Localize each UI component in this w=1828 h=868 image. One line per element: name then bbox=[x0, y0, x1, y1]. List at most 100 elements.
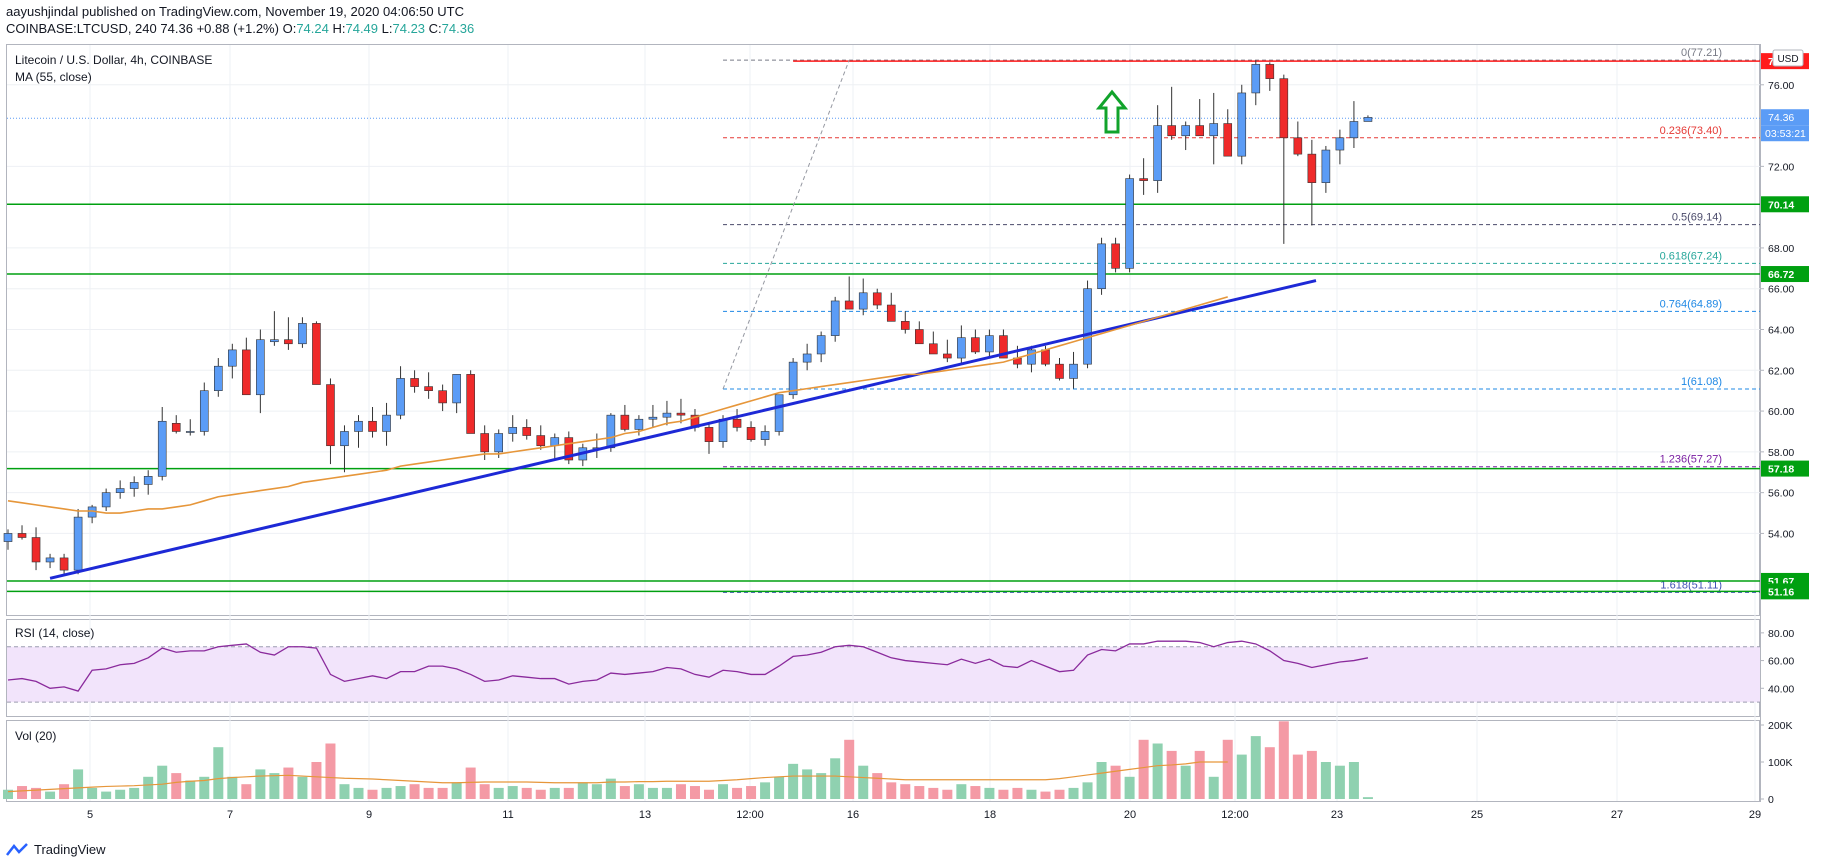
candle-body bbox=[971, 337, 980, 353]
candle-body bbox=[999, 335, 1008, 359]
x-tick-label: 12:00 bbox=[736, 809, 764, 821]
volume-bar bbox=[493, 787, 504, 799]
candle-body bbox=[1307, 153, 1317, 183]
volume-bar bbox=[87, 787, 98, 799]
candle-body bbox=[1237, 92, 1247, 157]
candle-body bbox=[157, 420, 167, 477]
volume-bar bbox=[437, 787, 448, 799]
levels-layer: 0(77.21) 0.236(73.40) 0.5(69.14) 0.618(67.2… bbox=[7, 47, 1760, 593]
volume-bar bbox=[816, 773, 827, 799]
volume-bar bbox=[465, 767, 476, 799]
candle-body bbox=[101, 492, 111, 508]
open-value: 74.24 bbox=[296, 21, 329, 36]
candle-body bbox=[816, 335, 826, 355]
candle-body bbox=[844, 300, 854, 310]
volume-bar bbox=[283, 767, 294, 799]
volume-bar bbox=[1012, 787, 1023, 799]
author-name[interactable]: aayushjindal bbox=[6, 4, 79, 19]
volume-bar bbox=[1096, 762, 1107, 799]
candle-body bbox=[1111, 243, 1120, 269]
currency-button[interactable] bbox=[1772, 49, 1804, 67]
candle-body bbox=[3, 533, 13, 542]
volume-bar bbox=[423, 787, 434, 799]
trendline bbox=[49, 279, 1317, 580]
volume-bar bbox=[802, 769, 813, 799]
volume-bar bbox=[1222, 739, 1233, 799]
candle-body bbox=[704, 427, 714, 442]
price-tag bbox=[1761, 266, 1809, 283]
volume-bar bbox=[1054, 789, 1065, 799]
volume-bar bbox=[984, 787, 995, 799]
volume-bar bbox=[367, 789, 378, 799]
x-tick-label: 13 bbox=[639, 809, 651, 821]
y-tick-label: 54.00 bbox=[1768, 528, 1794, 540]
vol-tick-label: 200K bbox=[1768, 720, 1793, 732]
rsi-tick-label: 80.00 bbox=[1768, 628, 1794, 640]
volume-bar bbox=[1110, 765, 1121, 799]
publish-text: published on TradingView.com, November 1… bbox=[81, 4, 464, 19]
volume-bar bbox=[1208, 776, 1219, 799]
volume-bar bbox=[451, 782, 462, 799]
x-tick-label: 27 bbox=[1611, 809, 1623, 821]
volume-bar bbox=[479, 784, 490, 799]
y-tick-label: 62.00 bbox=[1768, 365, 1794, 377]
volume-bar bbox=[185, 780, 196, 799]
candle-body bbox=[31, 537, 41, 563]
volume-bar bbox=[45, 791, 56, 799]
candle-body bbox=[788, 361, 798, 396]
volume-bar bbox=[619, 786, 630, 799]
vol-tick-label: 0 bbox=[1768, 794, 1774, 806]
volume-bar bbox=[3, 789, 13, 799]
fib-level-label: 0.764(64.89) bbox=[1660, 298, 1722, 310]
volume-bar bbox=[521, 787, 532, 799]
price-tag-label: 57.18 bbox=[1768, 464, 1794, 476]
volume-bar bbox=[325, 743, 336, 799]
candle-body bbox=[185, 431, 195, 433]
volume-bar bbox=[381, 787, 392, 799]
volume-bar bbox=[297, 776, 308, 799]
candle-body bbox=[396, 378, 405, 416]
volume-bar bbox=[605, 778, 616, 799]
candle-body bbox=[1167, 125, 1176, 137]
candle-body bbox=[1363, 117, 1373, 122]
last-price-tag bbox=[1761, 109, 1809, 126]
volume-bar bbox=[872, 773, 883, 799]
candle-body bbox=[45, 557, 55, 563]
candle-body bbox=[564, 437, 574, 461]
volume-bar bbox=[31, 787, 42, 799]
x-tick-label: 29 bbox=[1749, 809, 1761, 821]
last-price-label: 74.36 bbox=[1768, 112, 1794, 124]
volume-bar bbox=[255, 769, 266, 799]
currency-label: USD bbox=[1777, 54, 1798, 65]
y-tick-label: 58.00 bbox=[1768, 447, 1794, 459]
volume-bar bbox=[956, 784, 967, 799]
volume-bar bbox=[774, 776, 785, 799]
volume-bar bbox=[269, 773, 280, 799]
x-tick-label: 25 bbox=[1471, 809, 1483, 821]
volume-bar bbox=[59, 784, 70, 799]
close-value: 74.36 bbox=[441, 21, 475, 36]
volume-bar bbox=[1082, 782, 1093, 799]
candle-body bbox=[326, 384, 335, 447]
volume-bar bbox=[1138, 739, 1149, 799]
candle-body bbox=[662, 412, 672, 418]
volume-bar bbox=[395, 786, 406, 799]
candle-body bbox=[1181, 125, 1190, 137]
volume-ma-line bbox=[7, 761, 1228, 793]
volume-bar bbox=[970, 786, 981, 799]
volume-bar bbox=[1068, 787, 1079, 799]
x-tick-label: 12:00 bbox=[1221, 809, 1249, 821]
volume-bar bbox=[213, 747, 224, 799]
y-tick-label: 66.00 bbox=[1768, 284, 1794, 296]
volume-bar bbox=[1292, 754, 1303, 799]
volume-bar bbox=[689, 786, 700, 799]
volume-bar bbox=[129, 787, 140, 799]
volume-bar bbox=[227, 776, 238, 799]
candle-body bbox=[452, 374, 461, 404]
candle-body bbox=[676, 412, 686, 416]
footer-brand[interactable]: TradingView bbox=[6, 842, 106, 857]
price-tag-label: 66.72 bbox=[1768, 269, 1794, 281]
candle-body bbox=[424, 386, 433, 391]
volume-bar bbox=[577, 782, 588, 799]
